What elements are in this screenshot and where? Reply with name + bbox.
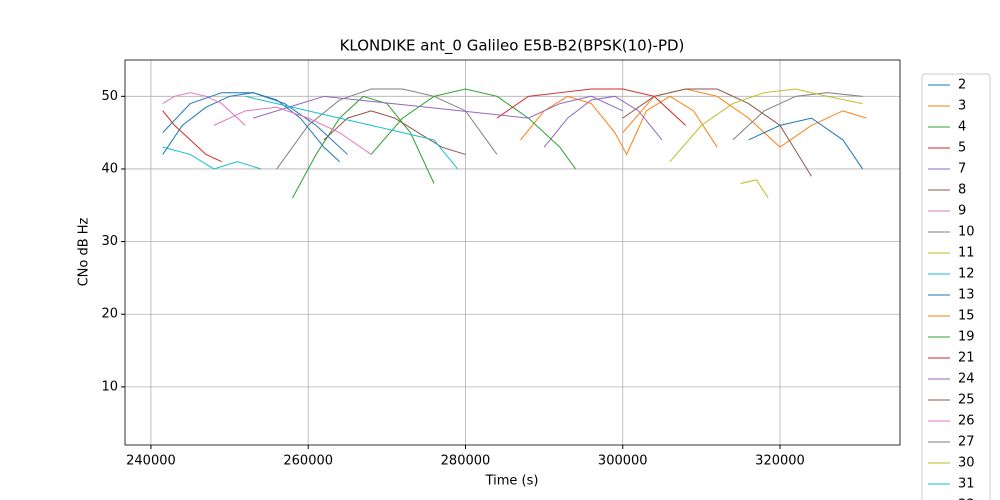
legend-label: 25 (958, 393, 975, 408)
x-axis-label: Time (s) (485, 474, 539, 489)
series-line (276, 88, 498, 170)
series-line (292, 95, 435, 199)
y-tick-label: 40 (101, 161, 118, 176)
legend-label: 30 (958, 456, 975, 471)
legend-label: 3 (958, 99, 966, 114)
chart-title: KLONDIKE ant_0 Galileo E5B-B2(BPSK(10)-P… (340, 37, 685, 56)
x-tick-label: 300000 (598, 454, 648, 469)
series-line (162, 92, 348, 155)
legend-label: 21 (958, 351, 975, 366)
legend-label: 9 (958, 204, 966, 219)
series-line (543, 95, 663, 148)
legend-label: 11 (958, 246, 975, 261)
legend-label: 2 (958, 78, 966, 93)
y-tick-label: 50 (101, 89, 118, 104)
series-line (622, 88, 867, 148)
series-line (162, 146, 262, 170)
legend-label: 4 (958, 120, 966, 135)
axes-frame (124, 59, 901, 446)
y-tick-label: 20 (101, 307, 118, 322)
y-axis-label: CNo dB Hz (77, 217, 92, 286)
series-line (740, 179, 769, 199)
series-line (162, 92, 341, 163)
legend-label: 8 (958, 183, 966, 198)
x-tick-label: 320000 (755, 454, 805, 469)
legend-label: 33 (958, 498, 975, 500)
legend-label: 27 (958, 435, 975, 450)
series-line (496, 88, 686, 126)
series-line (323, 110, 466, 155)
plot-area (121, 60, 900, 449)
series-line (162, 110, 222, 163)
legend-label: 19 (958, 330, 975, 345)
legend: 2 3 4 5 7 8 9 10 11 12 13 15 19 21 24 25 26 27 30 31 33 (928, 78, 975, 500)
y-tick-label: 30 (101, 234, 118, 249)
series-line (162, 92, 246, 126)
legend-box (921, 73, 991, 500)
series-line (748, 117, 863, 170)
series-line (213, 106, 372, 155)
x-tick-label: 240000 (126, 454, 176, 469)
legend-label: 13 (958, 288, 975, 303)
legend-label: 26 (958, 414, 975, 429)
y-tick-label: 10 (101, 379, 118, 394)
series-line (370, 88, 576, 170)
legend-label: 7 (958, 162, 966, 177)
x-tick-label: 260000 (283, 454, 333, 469)
legend-label: 12 (958, 267, 975, 282)
series-line (245, 95, 459, 170)
legend-label: 5 (958, 141, 966, 156)
series-line (669, 88, 863, 163)
legend-label: 10 (958, 225, 975, 240)
series-line (253, 95, 623, 119)
series-line (520, 95, 718, 156)
legend-label: 31 (958, 477, 975, 492)
legend-label: 24 (958, 372, 975, 387)
legend-label: 15 (958, 309, 975, 324)
series-line (732, 92, 863, 141)
x-tick-label: 280000 (441, 454, 491, 469)
